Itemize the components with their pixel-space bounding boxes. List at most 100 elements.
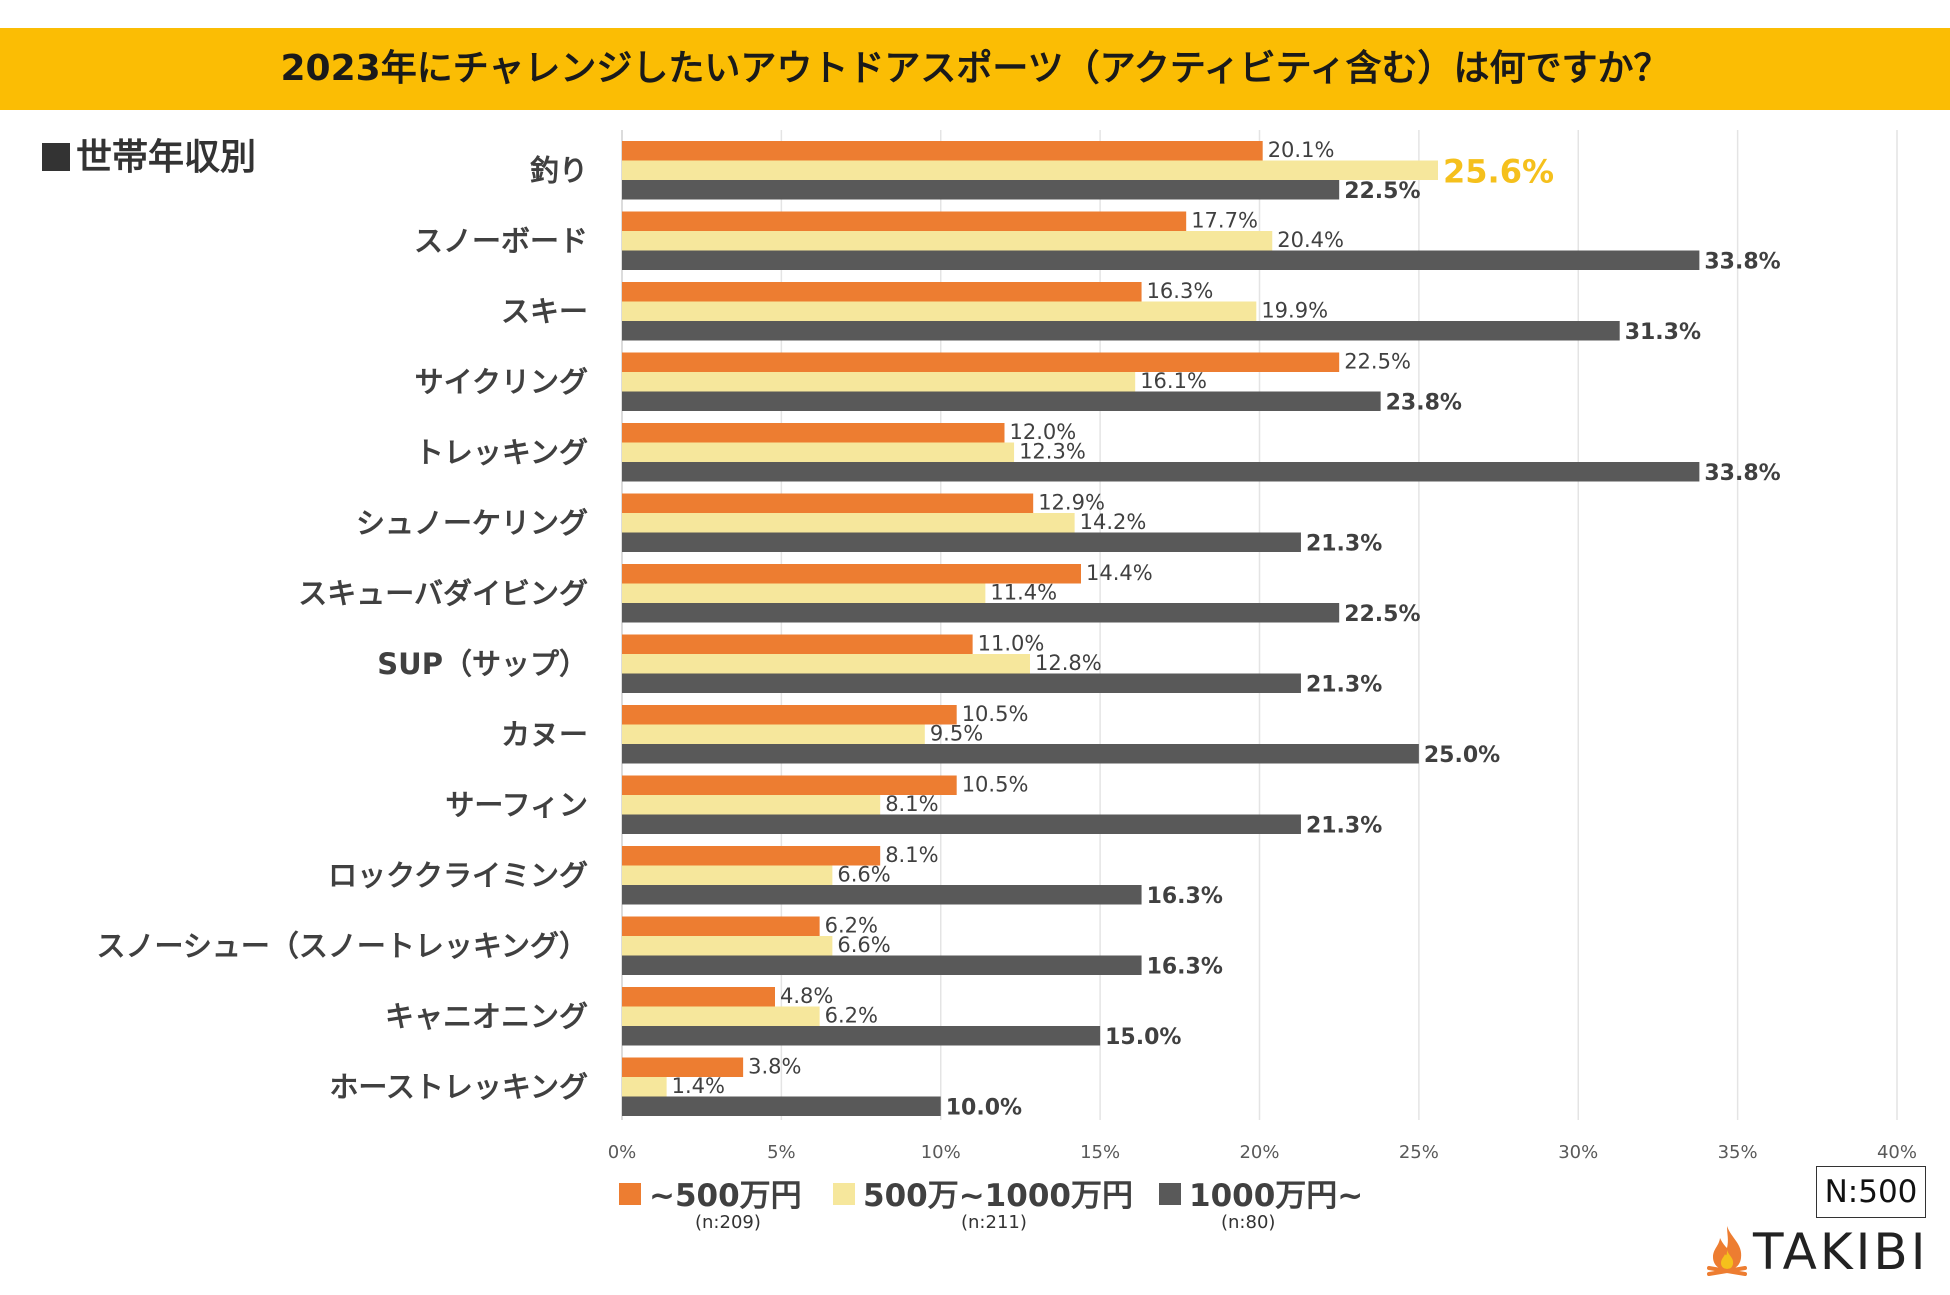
legend-n: (n:80) — [1221, 1212, 1276, 1233]
bar-s2 — [622, 724, 925, 744]
data-label: 33.8% — [1704, 250, 1780, 275]
legend-n: (n:211) — [961, 1212, 1027, 1233]
bar-s3 — [622, 321, 1620, 341]
bar-s1 — [622, 916, 820, 936]
x-tick-label: 0% — [608, 1142, 637, 1160]
x-tick-label: 15% — [1080, 1142, 1120, 1160]
data-label: 22.5% — [1344, 179, 1420, 204]
data-label: 15.0% — [1105, 1025, 1181, 1050]
bar-s2 — [622, 1077, 667, 1097]
logo-text: TAKIBI — [1753, 1223, 1929, 1281]
data-label: 12.8% — [1035, 651, 1102, 675]
bar-s1 — [622, 564, 1081, 584]
data-label: 20.1% — [1268, 138, 1335, 162]
data-label: 33.8% — [1704, 461, 1780, 486]
bar-s2 — [622, 865, 833, 885]
bar-s3 — [622, 885, 1142, 905]
x-tick-label: 10% — [921, 1142, 961, 1160]
data-label: 8.1% — [885, 792, 938, 816]
bar-s2 — [622, 301, 1257, 321]
data-label: 10.5% — [962, 773, 1029, 797]
category-label: トレッキング — [415, 435, 588, 469]
bar-s1 — [622, 846, 881, 866]
category-label: スノーボード — [414, 224, 588, 258]
data-label: 12.3% — [1019, 440, 1086, 464]
bar-s1 — [622, 705, 957, 725]
data-label: 17.7% — [1191, 209, 1258, 233]
data-label: 16.3% — [1147, 279, 1214, 303]
data-label: 31.3% — [1625, 320, 1701, 345]
category-label: ホーストレッキング — [329, 1070, 588, 1104]
bar-s3 — [622, 532, 1301, 552]
category-label: 釣り — [530, 153, 588, 187]
bar-s3 — [622, 1096, 941, 1116]
data-label: 6.6% — [837, 933, 890, 957]
data-label: 11.4% — [990, 581, 1057, 605]
bar-s1 — [622, 141, 1263, 161]
bar-s1 — [622, 423, 1005, 443]
data-label: 22.5% — [1344, 350, 1411, 374]
data-label: 3.8% — [748, 1055, 801, 1079]
bar-s2 — [622, 1006, 820, 1026]
bar-s1 — [622, 211, 1187, 231]
legend-label: ~500万円 — [649, 1178, 802, 1214]
subtitle: 世帯年収別 — [42, 128, 256, 180]
legend-swatch — [833, 1183, 855, 1205]
category-label: スキー — [501, 294, 588, 328]
bar-s3 — [622, 673, 1301, 693]
legend-swatch — [1159, 1183, 1181, 1205]
data-label: 12.9% — [1038, 491, 1105, 515]
data-label: 9.5% — [930, 722, 983, 746]
bar-s3 — [622, 955, 1142, 975]
category-label: スキューバダイビング — [298, 576, 588, 610]
bar-s2 — [622, 795, 881, 815]
bar-s2 — [622, 513, 1075, 533]
category-label: キャニオニング — [385, 999, 588, 1033]
legend-item-over-1000: 1000万円~ (n:80) — [1159, 1170, 1379, 1240]
bar-s3 — [622, 814, 1301, 834]
category-label: サイクリング — [415, 365, 588, 399]
category-label: カヌー — [501, 717, 588, 751]
data-label: 20.4% — [1277, 228, 1344, 252]
bar-s1 — [622, 282, 1142, 302]
legend-label: 1000万円~ — [1189, 1178, 1364, 1214]
x-tick-label: 30% — [1558, 1142, 1598, 1160]
legend-item-under-500: ~500万円 (n:209) — [619, 1170, 802, 1240]
data-label: 6.6% — [837, 863, 890, 887]
data-label: 11.0% — [978, 632, 1045, 656]
bar-s2 — [622, 654, 1030, 674]
flame-icon — [1707, 1226, 1747, 1276]
data-label: 19.9% — [1261, 299, 1328, 323]
x-tick-label: 40% — [1877, 1142, 1917, 1160]
category-label: SUP（サップ） — [377, 647, 588, 681]
data-label: 4.8% — [780, 984, 833, 1008]
category-label: シュノーケリング — [356, 506, 588, 540]
legend-item-500-1000: 500万~1000万円 (n:211) — [833, 1170, 1133, 1240]
bar-s2 — [622, 442, 1015, 462]
data-label: 21.3% — [1306, 532, 1382, 557]
bar-s3 — [622, 180, 1340, 200]
data-label: 16.3% — [1147, 884, 1223, 909]
data-label: 21.3% — [1306, 814, 1382, 839]
subtitle-text: 世帯年収別 — [76, 137, 257, 178]
bar-s2 — [622, 231, 1273, 251]
bar-s3 — [622, 462, 1700, 482]
bar-s2 — [622, 583, 986, 603]
data-label: 21.3% — [1306, 673, 1382, 698]
bar-s3 — [622, 391, 1381, 411]
data-label: 22.5% — [1344, 602, 1420, 627]
x-tick-label: 20% — [1239, 1142, 1279, 1160]
data-label: 23.8% — [1386, 391, 1462, 416]
bar-s3 — [622, 603, 1340, 623]
bar-s2 — [622, 936, 833, 956]
legend-label: 500万~1000万円 — [863, 1178, 1133, 1214]
bar-s1 — [622, 987, 775, 1007]
square-bullet-icon — [42, 143, 70, 171]
category-label: スノーシュー（スノートレッキング） — [96, 929, 588, 963]
bar-chart: 0% 5% 10% 15% 20% 25% 30% 35% 40% 釣り 20.1% 25.6% 22.… — [96, 130, 1917, 1160]
legend-n: (n:209) — [695, 1212, 761, 1233]
legend-swatch — [619, 1183, 641, 1205]
chart-title: 2023年にチャレンジしたいアウトドアスポーツ（アクティビティ含む）は何ですか？ — [280, 48, 1670, 89]
data-label: 16.1% — [1140, 369, 1207, 393]
data-label: 8.1% — [885, 843, 938, 867]
